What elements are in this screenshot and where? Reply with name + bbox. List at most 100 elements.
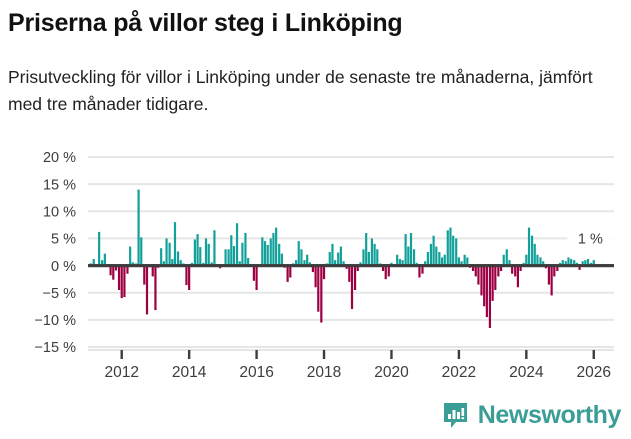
bar (387, 265, 390, 277)
bar (244, 233, 247, 266)
bar (140, 237, 143, 266)
bar-chart: 20 % 15 % 10 % 5 % 0 % −5 % −10 % −15 % 1 % 2012 2… (34, 150, 614, 381)
bar (418, 265, 421, 278)
bar (275, 227, 278, 266)
bar (314, 265, 317, 288)
bar (322, 265, 326, 280)
bar (289, 265, 292, 278)
y-axis-tick-label: 10 % (43, 204, 76, 220)
y-axis-tick-label: −10 % (34, 313, 76, 329)
bar (429, 243, 433, 266)
bar (432, 235, 435, 266)
bar (471, 265, 475, 271)
bar (519, 265, 522, 271)
bar (384, 265, 387, 280)
x-axis-tick-label: 2024 (509, 364, 544, 381)
bar (165, 238, 168, 266)
bar (272, 233, 275, 266)
bar (567, 257, 570, 266)
bar-chart-speech-bubble-icon (443, 403, 467, 428)
bar (261, 237, 264, 266)
x-axis-tick-label: 2020 (374, 364, 409, 381)
bar (112, 265, 115, 280)
bar (204, 238, 208, 266)
y-axis-tick-label: 5 % (51, 232, 76, 248)
bar (345, 265, 348, 269)
bar (199, 247, 202, 266)
bar (101, 260, 104, 266)
x-axis-tick-label: 2018 (307, 364, 341, 381)
bar (247, 257, 250, 266)
bar (581, 261, 584, 266)
bar (348, 265, 351, 282)
bar (525, 254, 528, 266)
bar (303, 260, 306, 266)
bar (424, 261, 427, 266)
bar (407, 246, 410, 266)
bar (516, 265, 519, 288)
bar (188, 265, 191, 290)
bar (491, 265, 494, 301)
bar (320, 265, 323, 323)
x-axis-tick-label: 2014 (172, 364, 207, 381)
bar (547, 265, 551, 285)
chart-footer: Newsworthy (0, 398, 631, 439)
bar (123, 265, 126, 298)
bar (460, 261, 463, 266)
bar (553, 265, 556, 277)
bar (300, 249, 303, 266)
bar (435, 246, 438, 266)
bar (466, 257, 469, 266)
bar (533, 243, 536, 266)
bar (440, 257, 444, 266)
bar (586, 259, 590, 266)
bar (117, 265, 121, 290)
bar (160, 248, 163, 266)
bar (331, 243, 334, 266)
bar (213, 230, 216, 266)
chart-container: 20 % 15 % 10 % 5 % 0 % −5 % −10 % −15 % 1 % 2012 2… (0, 140, 631, 390)
bar (129, 246, 132, 266)
bar (328, 252, 331, 266)
bar (103, 253, 106, 266)
bar (306, 254, 309, 266)
bar (398, 259, 401, 266)
bar (550, 265, 553, 296)
bar (235, 223, 239, 266)
newsworthy-logo[interactable]: Newsworthy (442, 402, 621, 429)
bar (359, 262, 362, 266)
bar (356, 265, 359, 271)
bar (339, 246, 342, 266)
bar (536, 254, 539, 266)
bar (334, 260, 337, 266)
bar (564, 261, 567, 266)
bar (230, 235, 233, 266)
bar (508, 260, 511, 266)
bar (412, 249, 416, 266)
bar (92, 259, 95, 266)
bar (278, 243, 281, 266)
bar (514, 265, 517, 277)
bar (497, 265, 500, 277)
bar (131, 262, 134, 266)
bar (162, 261, 165, 266)
bar (488, 265, 492, 328)
bar (362, 249, 365, 266)
bar (457, 257, 460, 266)
bar (499, 265, 503, 271)
bar (573, 260, 576, 266)
bar (578, 265, 581, 270)
bar (443, 254, 446, 266)
bar (263, 241, 267, 266)
bar (570, 259, 573, 266)
bar (168, 242, 171, 266)
bar (179, 260, 182, 266)
bar (294, 260, 298, 266)
bar (241, 242, 244, 266)
bar (426, 252, 429, 266)
bar (455, 238, 458, 266)
bar (494, 265, 497, 290)
bar (556, 265, 559, 271)
page-subtitle: Prisutveckling för villor i Linköping un… (8, 67, 593, 114)
